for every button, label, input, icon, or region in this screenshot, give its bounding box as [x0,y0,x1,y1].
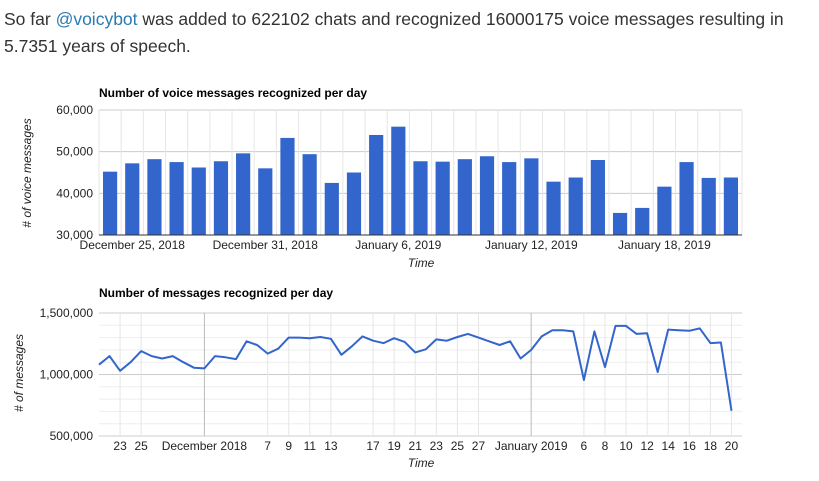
voice-chart-bar [258,168,273,235]
messages-series-line [98,324,733,411]
voice-chart-bar [701,177,716,235]
messages-chart-xtick: 18 [704,439,718,453]
voice-chart-bar [102,171,118,235]
summary-prefix: So far [4,9,56,29]
stats-summary: So far @voicybot was added to 622102 cha… [4,6,816,60]
voice-chart-xlabel: Time [408,256,435,270]
messages-chart-ytick: 1,000,000 [40,368,94,382]
voice-chart-bar [302,154,317,235]
voice-chart-xtick: December 25, 2018 [80,238,186,252]
voice-chart-bar [324,182,339,235]
voice-chart-ylabel: # of voice messages [20,118,34,227]
summary-middle-1: was added to [137,9,252,29]
messages-chart-ylabel: # of messages [12,334,26,412]
chats-count: 622102 [251,9,310,29]
voice-chart-bar [612,212,628,235]
messages-chart-xtick: 17 [366,439,380,453]
messages-chart-xtick: 7 [264,439,271,453]
voice-chart-bar [679,162,694,235]
voice-chart-bar [657,186,672,235]
voice-chart-bar [479,156,495,235]
messages-chart-xtick: 14 [662,439,676,453]
messages-chart-xtick: 19 [387,439,401,453]
voice-chart-ytick: 60,000 [56,103,93,117]
voice-chart-bar [568,177,583,235]
messages-count: 16000175 [485,9,564,29]
messages-chart-xtick: 10 [619,439,633,453]
voice-chart-bar [147,159,162,235]
voice-chart-bar [280,137,295,235]
messages-chart-xtick: 13 [324,439,338,453]
voice-chart-xtick: January 18, 2019 [618,238,711,252]
messages-chart-xtick: 6 [581,439,588,453]
messages-chart-xtick: December 2018 [162,439,248,453]
messages-chart-xtick: 9 [285,439,292,453]
voice-chart-title: Number of voice messages recognized per … [99,86,367,100]
messages-chart-xtick: 23 [430,439,444,453]
messages-chart-xlabel: Time [408,456,435,470]
voice-chart-bar [191,167,206,235]
voice-chart-bar [502,162,517,235]
voice-chart-bar [213,161,229,235]
voice-chart-ytick: 40,000 [56,186,93,200]
voice-chart-bar [125,163,140,235]
messages-chart-xtick: 25 [451,439,465,453]
voice-chart-xtick: January 6, 2019 [355,238,441,252]
voice-chart-ytick: 30,000 [56,228,93,242]
messages-chart-xtick: 11 [304,439,317,453]
voice-chart-bar [391,126,406,235]
voice-chart-bar [435,161,450,235]
voice-chart-bar [236,153,251,235]
messages-chart-title: Number of messages recognized per day [99,286,333,300]
voice-chart-bar [346,172,362,235]
voice-chart-bar [546,181,561,235]
summary-middle-3: voice messages resulting in [563,9,784,29]
voice-chart-bar [590,160,605,235]
messages-chart-xtick: 16 [683,439,697,453]
voice-chart-xtick: January 12, 2019 [485,238,578,252]
messages-chart-ytick: 1,500,000 [40,306,94,320]
voice-chart-bar [635,207,650,235]
voice-chart-bar [723,177,739,235]
voice-chart-bar [413,161,428,235]
summary-suffix: years of speech. [57,36,191,56]
voice-chart-bar [169,162,184,235]
messages-chart-xtick: 23 [113,439,127,453]
years-count: 5.7351 [4,36,58,56]
messages-chart-xtick: 25 [134,439,148,453]
messages-chart-xtick: 21 [409,439,423,453]
messages-chart-xtick: January 2019 [495,439,568,453]
messages-chart-xtick: 20 [725,439,739,453]
voice-chart-bar [524,158,539,235]
voicybot-link[interactable]: @voicybot [55,9,138,29]
voice-chart-bar [457,159,472,235]
voice-chart-ytick: 50,000 [56,145,93,159]
voice-chart-xtick: December 31, 2018 [213,238,319,252]
messages-chart-xtick: 27 [472,439,486,453]
summary-middle-2: chats and recognized [309,9,486,29]
messages-chart-ytick: 500,000 [50,429,94,443]
messages-chart-xtick: 8 [602,439,609,453]
messages-chart-xtick: 12 [640,439,654,453]
voice-chart-bar [369,135,384,235]
